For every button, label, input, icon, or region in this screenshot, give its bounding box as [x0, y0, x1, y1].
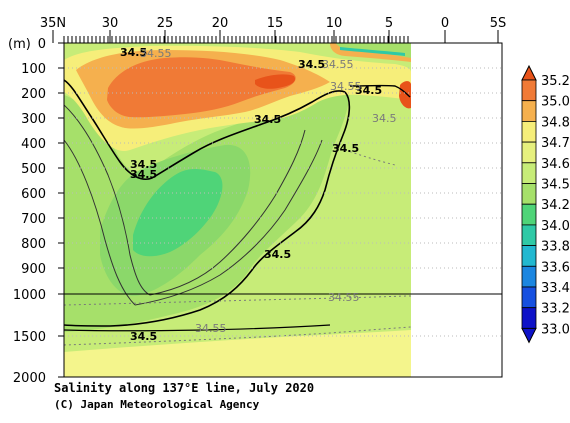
subtropical-high-salinity-35.0 — [107, 57, 296, 118]
contour-label: 34.5 — [355, 84, 382, 97]
contour-label: 34.5 — [130, 168, 157, 181]
y-tick-label: 100 — [21, 62, 46, 77]
x-tick-label: 10 — [326, 16, 343, 31]
colorbar-swatch — [521, 245, 537, 267]
dotted-contours — [64, 149, 411, 346]
colorbar-swatch — [521, 79, 537, 102]
colorbar-swatch — [521, 100, 537, 122]
colorbar-level-label: 33.8 — [541, 240, 570, 255]
colorbar-top-arrow — [521, 64, 537, 81]
colorbar-level-label: 33.4 — [541, 281, 570, 296]
extra-contour-labels: 34.5 34.5 34.5 — [130, 158, 291, 343]
y-axis-ticks — [58, 42, 64, 378]
y-tick-label: 400 — [21, 137, 46, 152]
colorbar-level-label: 33.0 — [541, 322, 570, 337]
y-tick-label: 800 — [21, 237, 46, 252]
contour-label: 34.55 — [328, 291, 360, 304]
x-tick-label: 0 — [441, 16, 449, 31]
x-tick-label: 5 — [385, 16, 393, 31]
colorbar-swatch — [521, 286, 537, 309]
grid-lines — [64, 67, 502, 337]
colorbar-swatch — [521, 141, 537, 164]
colorbar-level-label: 34.0 — [541, 219, 570, 234]
colorbar-level-label: 33.6 — [541, 260, 570, 275]
x-tick-label: 15 — [267, 16, 284, 31]
plot-frame — [63, 42, 503, 378]
x-tick-label: 30 — [102, 16, 119, 31]
contour-labels: 34.5 34.5 34.5 34.5 34.5 34.5 34.55 34.5… — [120, 46, 397, 335]
colorbar-swatch — [521, 224, 537, 246]
contour-label: 34.5 — [372, 112, 397, 125]
deep-yellow-layer — [64, 330, 411, 377]
contour-label: 34.5 — [130, 330, 157, 343]
colorbar-swatch — [521, 121, 537, 143]
x-axis-labels: 35N 30 25 20 15 10 5 0 5S — [40, 16, 506, 31]
colorbar-swatch — [521, 162, 537, 184]
contour-label: 34.55 — [195, 322, 227, 335]
colorbar-level-label: 35.0 — [541, 95, 570, 110]
y-axis-unit: (m) — [8, 37, 31, 52]
x-tick-label: 5S — [490, 16, 507, 31]
colorbar-level-label: 33.2 — [541, 302, 570, 317]
y-tick-label: 2000 — [13, 371, 46, 386]
colorbar-level-label: 34.2 — [541, 198, 570, 213]
y-tick-label: 1000 — [13, 288, 46, 303]
subtropical-high-salinity-35.0-east — [255, 74, 296, 89]
no-data-region — [411, 43, 502, 377]
chart-title: Salinity along 137°E line, July 2020 — [54, 381, 314, 395]
y-tick-label: 200 — [21, 87, 46, 102]
equatorial-thin-band — [340, 47, 405, 56]
contour-label: 34.55 — [140, 47, 172, 60]
colorbar-swatch — [521, 307, 537, 329]
colorbar-swatch — [521, 183, 537, 205]
x-tick-label: 20 — [212, 16, 229, 31]
contour-label: 34.55 — [330, 80, 362, 93]
contour-label: 34.5 — [130, 158, 157, 171]
equatorial-high-salinity-spot — [399, 81, 411, 109]
colorbar-level-label: 34.7 — [541, 136, 570, 151]
contour-label: 34.55 — [322, 58, 354, 71]
y-tick-label: 600 — [21, 187, 46, 202]
colorbar-bottom-arrow — [521, 327, 537, 344]
colorbar-swatch — [521, 203, 537, 226]
station-ticks — [52, 30, 499, 43]
contour-label: 34.5 — [298, 58, 325, 71]
colorbar-swatch — [521, 265, 537, 288]
x-tick-label: 25 — [157, 16, 174, 31]
y-tick-label: 300 — [21, 112, 46, 127]
contour-label: 34.5 — [264, 248, 291, 261]
y-tick-label: 900 — [21, 262, 46, 277]
colorbar-level-label: 34.8 — [541, 115, 570, 130]
y-tick-label: 1500 — [13, 330, 46, 345]
y-tick-label: 700 — [21, 212, 46, 227]
colorbar-legend: 35.2 35.0 34.8 34.7 34.6 34.5 34.2 34.0 33.8 33.6… — [521, 64, 570, 344]
y-axis-labels: (m) 0 100 200 300 400 500 600 700 800 90… — [8, 37, 46, 386]
colorbar-level-label: 34.5 — [541, 178, 570, 193]
y-tick-label: 500 — [21, 162, 46, 177]
min-salinity-core — [133, 168, 223, 257]
contour-label: 34.5 — [332, 142, 359, 155]
contour-label: 34.5 — [120, 46, 147, 59]
x-tick-label: 35N — [40, 16, 66, 31]
chart-credit: (C) Japan Meteorological Agency — [54, 398, 260, 411]
colorbar-level-label: 34.6 — [541, 157, 570, 172]
contour-label: 34.5 — [254, 113, 281, 126]
colorbar-level-label: 35.2 — [541, 74, 570, 89]
y-tick-label: 0 — [38, 37, 46, 52]
